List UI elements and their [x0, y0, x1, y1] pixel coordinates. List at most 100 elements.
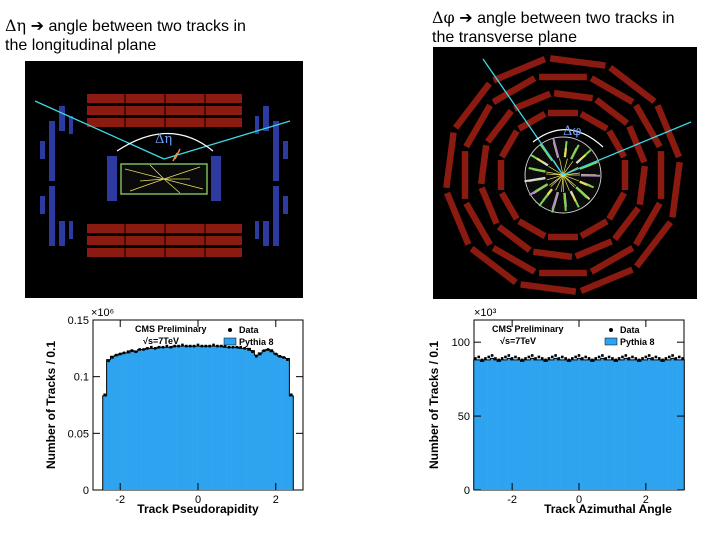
- muon-bar: [668, 161, 684, 219]
- pythia-bar: [285, 358, 290, 490]
- pythia-bar: [207, 346, 212, 490]
- eta-arc: [116, 133, 214, 152]
- data-point: [477, 355, 481, 359]
- y-tick-label: 0: [83, 485, 89, 497]
- track-spray: [124, 164, 204, 194]
- data-point: [584, 355, 587, 359]
- x-axis-title: Track Azimuthal Angle: [544, 502, 672, 516]
- pythia-bar: [637, 361, 642, 490]
- data-point: [627, 357, 631, 360]
- data-point: [487, 355, 491, 359]
- muon-bar: [621, 159, 629, 191]
- data-point: [200, 344, 204, 348]
- pythia-bar: [664, 359, 668, 490]
- pythia-bar: [246, 348, 251, 490]
- inner-track: [548, 166, 564, 176]
- data-point: [604, 357, 608, 360]
- muon-bar: [588, 74, 636, 106]
- data-point: [255, 354, 258, 358]
- pythia-bar: [614, 361, 618, 490]
- legend-pythia-swatch: [223, 337, 237, 346]
- pythia-bar: [118, 354, 123, 490]
- calo-spike: [534, 183, 548, 193]
- legend-data-label: Data: [239, 325, 260, 335]
- pythia-bar: [250, 350, 255, 490]
- data-point: [484, 357, 487, 360]
- x-tick-label: 2: [273, 494, 279, 506]
- endcap-right-blocks: [211, 106, 288, 246]
- pythia-bar: [153, 348, 158, 490]
- muon-bar: [452, 80, 493, 131]
- muon-bar: [477, 144, 490, 185]
- pythia-bar: [597, 359, 602, 490]
- muon-bar: [443, 191, 473, 247]
- data-point: [547, 357, 551, 360]
- muon-bar: [484, 108, 515, 145]
- pythia-bar: [600, 358, 605, 490]
- calo-spike: [551, 191, 559, 210]
- data-point: [165, 344, 169, 348]
- inner-track: [562, 158, 568, 176]
- muon-bar: [468, 245, 519, 286]
- data-point: [614, 358, 618, 362]
- pythia-bar: [203, 346, 209, 490]
- data-point: [587, 357, 591, 360]
- pythia-bar: [553, 358, 558, 490]
- data-point: [480, 358, 484, 362]
- data-point: [258, 352, 262, 356]
- pythia-bar: [577, 358, 581, 490]
- muon-bar: [496, 223, 533, 254]
- calo-spike: [564, 148, 567, 158]
- data-point: [161, 345, 165, 349]
- data-point: [216, 344, 219, 348]
- legend: Data Pythia 8: [223, 325, 274, 347]
- pythia-bar: [607, 359, 612, 490]
- pythia-bar: [110, 356, 115, 490]
- pythia-bar: [517, 359, 521, 490]
- pythia-bar: [114, 355, 119, 490]
- pythia-bars: [473, 357, 685, 490]
- left-caption: Δη ➔ angle between two tracks in the lon…: [5, 16, 305, 55]
- pythia-bar: [560, 359, 565, 490]
- muon-bar: [633, 219, 674, 270]
- data-point: [507, 354, 511, 357]
- data-point: [537, 355, 541, 359]
- pythia-bar: [215, 346, 220, 490]
- pythia-bar: [573, 359, 578, 490]
- data-point: [290, 393, 293, 397]
- data-point: [514, 355, 517, 359]
- muon-bar: [605, 128, 628, 160]
- pythia-bar: [584, 359, 588, 490]
- inner-track: [555, 174, 564, 191]
- pythia-bar: [231, 347, 236, 490]
- muon-bar: [532, 248, 573, 261]
- cyan-tracks: [34, 100, 291, 160]
- pythia-bar: [620, 359, 625, 490]
- muon-bar: [462, 200, 494, 248]
- data-point: [157, 345, 161, 349]
- data-point: [637, 358, 641, 362]
- pythia-bar: [570, 359, 575, 490]
- data-point: [607, 355, 611, 359]
- calo-spike: [575, 186, 588, 199]
- data-point: [196, 343, 200, 347]
- y-axis-ticks: 0 50 100: [452, 337, 684, 497]
- data-point: [142, 348, 145, 351]
- x-tick-label: -2: [115, 494, 125, 506]
- pythia-bar: [172, 346, 177, 490]
- muon-bar: [516, 217, 548, 240]
- pythia-bar: [657, 359, 662, 490]
- data-point: [474, 357, 477, 360]
- pythia-bar: [557, 359, 561, 490]
- data-point: [564, 357, 567, 360]
- energy-label: √s=7TeV: [143, 336, 179, 346]
- data-point: [617, 357, 621, 360]
- pythia-bar: [122, 352, 127, 490]
- x-axis-ticks: -2 0 2: [115, 320, 279, 506]
- x-tick-label: 0: [195, 494, 201, 506]
- arrow-right-icon: ➔: [459, 8, 473, 27]
- data-point: [274, 352, 278, 356]
- pythia-bar: [168, 347, 174, 490]
- data-point: [282, 356, 285, 359]
- right-caption-line2: the transverse plane: [432, 29, 577, 46]
